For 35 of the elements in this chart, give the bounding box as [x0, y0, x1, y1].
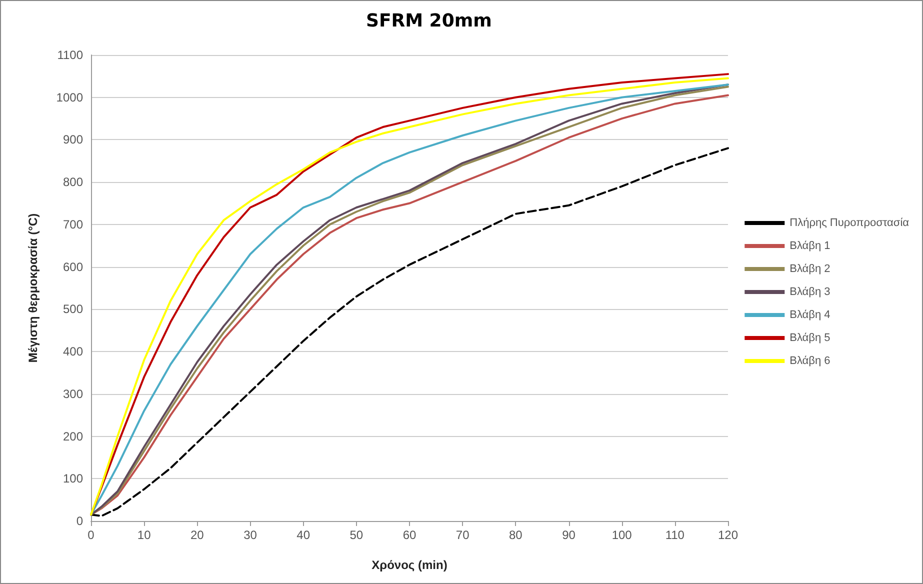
y-tick-label: 500 — [62, 302, 84, 316]
x-tick-label: 110 — [665, 528, 685, 542]
y-axis-title: Μέγιστη θερμοκρασία (°C) — [26, 213, 40, 363]
chart-title: SFRM 20mm — [366, 10, 492, 32]
legend-label: Βλάβη 6 — [790, 355, 830, 367]
x-tick-label: 50 — [350, 528, 364, 542]
x-tick-label: 90 — [562, 528, 576, 542]
x-axis-title: Χρόνος (min) — [372, 558, 448, 572]
legend-label: Βλάβη 5 — [790, 332, 830, 344]
y-tick-label: 1000 — [56, 90, 84, 104]
y-tick-label: 900 — [62, 132, 84, 147]
y-tick-label: 100 — [62, 472, 84, 486]
y-tick-label: 300 — [62, 386, 84, 401]
x-tick-label: 100 — [612, 528, 632, 542]
legend-label: Βλάβη 4 — [790, 309, 830, 321]
x-tick-label: 60 — [402, 528, 416, 542]
x-tick-label: 0 — [88, 528, 95, 542]
legend-label: Βλάβη 1 — [790, 240, 830, 252]
legend-label: Βλάβη 2 — [790, 263, 830, 275]
x-tick-label: 10 — [137, 528, 152, 542]
y-tick-label: 1100 — [57, 48, 84, 62]
x-tick-label: 20 — [190, 528, 204, 542]
y-tick-label: 400 — [62, 344, 84, 359]
y-tick-label: 800 — [62, 175, 84, 190]
y-tick-label: 600 — [62, 260, 84, 274]
x-tick-label: 40 — [296, 528, 310, 542]
x-tick-label: 30 — [244, 528, 258, 542]
y-tick-label: 0 — [76, 514, 84, 528]
x-tick-label: 120 — [718, 528, 738, 542]
legend-label: Πλήρης Πυροπροστασία — [790, 217, 910, 229]
y-tick-label: 700 — [62, 217, 84, 232]
y-tick-label: 200 — [62, 429, 84, 444]
x-tick-label: 70 — [456, 528, 470, 542]
legend-label: Βλάβη 3 — [790, 286, 830, 298]
x-tick-label: 80 — [508, 528, 523, 542]
